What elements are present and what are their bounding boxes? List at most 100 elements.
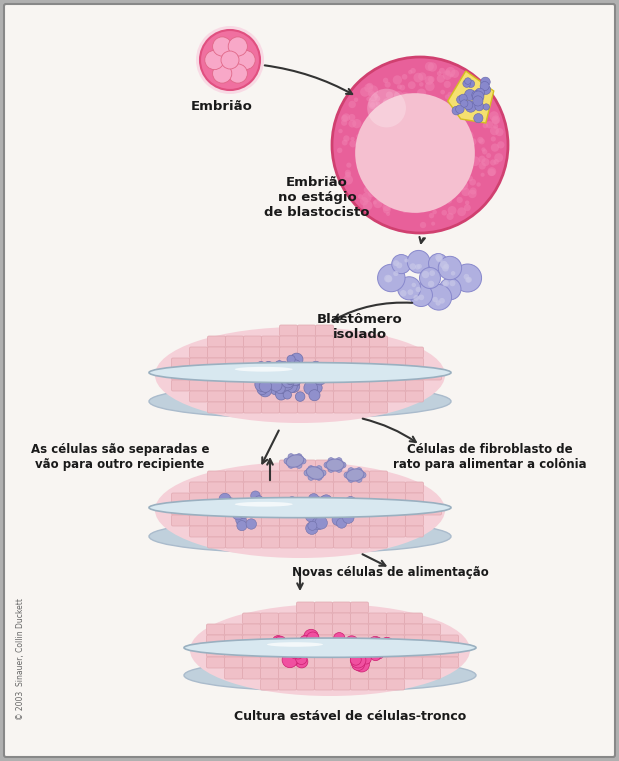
Circle shape (451, 69, 459, 78)
FancyBboxPatch shape (261, 537, 280, 548)
Text: Embrião
no estágio
de blastocisto: Embrião no estágio de blastocisto (264, 176, 370, 219)
Circle shape (352, 119, 361, 129)
FancyBboxPatch shape (261, 493, 280, 504)
FancyBboxPatch shape (370, 471, 387, 482)
Circle shape (370, 651, 381, 661)
FancyBboxPatch shape (370, 391, 387, 402)
Circle shape (360, 197, 368, 205)
FancyBboxPatch shape (386, 668, 404, 679)
Circle shape (259, 380, 272, 393)
Circle shape (308, 494, 319, 504)
FancyBboxPatch shape (316, 325, 334, 336)
Circle shape (383, 202, 391, 211)
Ellipse shape (155, 327, 445, 423)
FancyBboxPatch shape (350, 635, 368, 646)
Text: Blastômero
isolado: Blastômero isolado (317, 313, 403, 341)
Circle shape (457, 101, 465, 110)
FancyBboxPatch shape (225, 515, 243, 526)
Circle shape (480, 81, 489, 91)
FancyBboxPatch shape (404, 635, 423, 646)
Circle shape (309, 390, 320, 401)
Circle shape (352, 647, 364, 659)
Circle shape (343, 135, 350, 142)
Circle shape (380, 638, 394, 651)
Circle shape (431, 221, 435, 226)
Circle shape (473, 96, 483, 106)
Circle shape (304, 470, 310, 476)
Circle shape (491, 116, 499, 124)
Circle shape (417, 207, 422, 212)
Circle shape (279, 384, 288, 393)
Circle shape (363, 165, 371, 173)
Circle shape (415, 264, 420, 269)
Polygon shape (448, 71, 494, 123)
Ellipse shape (149, 384, 451, 419)
Circle shape (324, 462, 330, 468)
FancyBboxPatch shape (207, 624, 225, 635)
Circle shape (282, 368, 291, 377)
Ellipse shape (235, 501, 293, 507)
FancyBboxPatch shape (243, 369, 261, 380)
Circle shape (288, 373, 301, 386)
FancyBboxPatch shape (298, 471, 316, 482)
Circle shape (473, 101, 479, 107)
FancyBboxPatch shape (334, 471, 352, 482)
FancyBboxPatch shape (332, 624, 350, 635)
Circle shape (379, 113, 384, 117)
Circle shape (454, 264, 482, 292)
FancyBboxPatch shape (404, 646, 423, 657)
Circle shape (293, 368, 303, 377)
FancyBboxPatch shape (423, 668, 441, 679)
Circle shape (430, 270, 435, 276)
Circle shape (328, 466, 334, 473)
FancyBboxPatch shape (243, 668, 261, 679)
Circle shape (487, 167, 496, 176)
FancyBboxPatch shape (370, 504, 387, 515)
Circle shape (435, 254, 443, 261)
FancyBboxPatch shape (297, 602, 314, 613)
Circle shape (290, 648, 301, 659)
FancyBboxPatch shape (189, 482, 207, 493)
Circle shape (383, 100, 389, 106)
FancyBboxPatch shape (352, 369, 370, 380)
Circle shape (295, 655, 308, 668)
Circle shape (239, 509, 248, 518)
Circle shape (454, 181, 459, 186)
FancyBboxPatch shape (279, 679, 297, 690)
Ellipse shape (326, 459, 344, 471)
FancyBboxPatch shape (280, 526, 298, 537)
FancyBboxPatch shape (352, 482, 370, 493)
Circle shape (372, 177, 381, 186)
Circle shape (363, 124, 373, 134)
FancyBboxPatch shape (386, 657, 404, 668)
FancyBboxPatch shape (243, 624, 261, 635)
FancyBboxPatch shape (243, 635, 261, 646)
FancyBboxPatch shape (225, 493, 243, 504)
Circle shape (410, 284, 433, 307)
FancyBboxPatch shape (350, 668, 368, 679)
Circle shape (254, 361, 267, 375)
Circle shape (472, 91, 484, 103)
Circle shape (228, 37, 248, 56)
Circle shape (283, 362, 295, 374)
Circle shape (287, 380, 300, 393)
Circle shape (493, 123, 498, 129)
Circle shape (373, 648, 384, 659)
Ellipse shape (149, 520, 451, 553)
Circle shape (402, 74, 407, 80)
Circle shape (443, 280, 449, 287)
FancyBboxPatch shape (314, 602, 332, 613)
Circle shape (410, 263, 416, 269)
FancyBboxPatch shape (225, 624, 243, 635)
Circle shape (490, 126, 499, 135)
FancyBboxPatch shape (243, 493, 261, 504)
Circle shape (338, 129, 343, 133)
Circle shape (451, 106, 456, 110)
FancyBboxPatch shape (279, 635, 297, 646)
FancyBboxPatch shape (370, 515, 387, 526)
Circle shape (434, 189, 439, 195)
FancyBboxPatch shape (207, 515, 225, 526)
Circle shape (357, 154, 362, 160)
Circle shape (308, 497, 321, 509)
FancyBboxPatch shape (370, 537, 387, 548)
